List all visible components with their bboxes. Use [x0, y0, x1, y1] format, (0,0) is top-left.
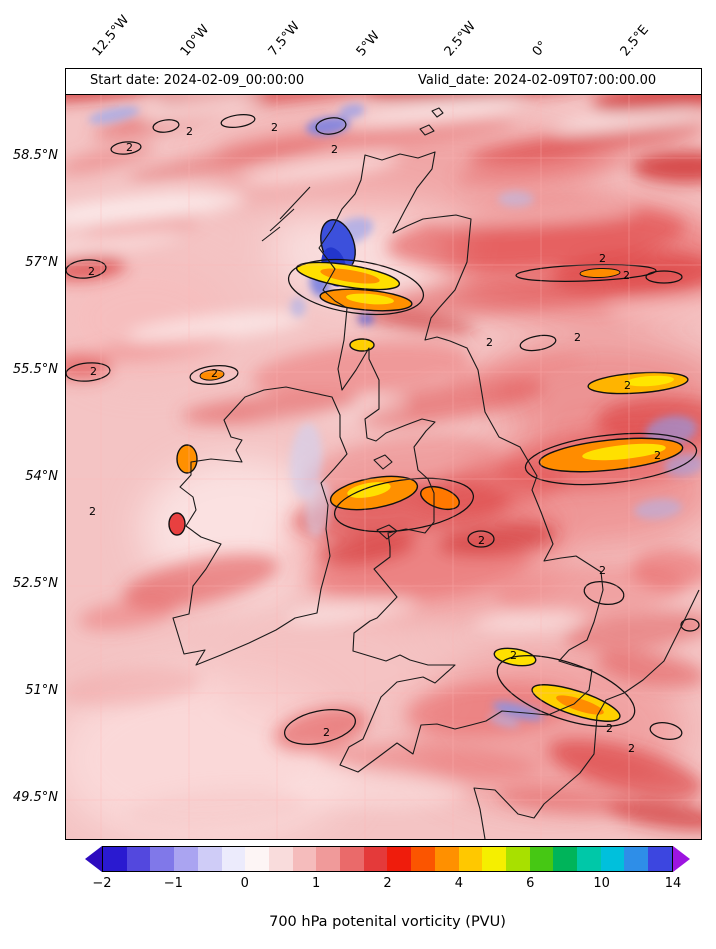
- map-plot-area: 2 2 2 2 2 2 2 2 2 2 2 2 2 2 2 2 2 2 2 2: [65, 68, 702, 840]
- colorbar-tick: 4: [454, 876, 464, 891]
- anglesey-coastline: [376, 524, 398, 540]
- colorbar-segment: [245, 847, 269, 871]
- colorbar-segment: [174, 847, 198, 871]
- negative-pv-patches: [88, 103, 701, 728]
- date-header-strip: Start date: 2024-02-09_00:00:00 Valid_da…: [66, 69, 701, 95]
- contour-label: 2: [331, 143, 338, 156]
- y-tick-label: 58.5°N: [12, 148, 58, 163]
- x-tick-label: 0°: [529, 38, 551, 60]
- y-tick-label: 51°N: [25, 683, 58, 698]
- colorbar-tick: 0: [240, 876, 249, 891]
- graticule: [66, 69, 701, 839]
- colorbar-segment: [103, 847, 127, 871]
- valid-date-text: Valid_date: 2024-02-09T07:00:00.00: [418, 73, 657, 88]
- colorbar-segments: [102, 846, 673, 872]
- colorbar-tick: 1: [311, 876, 321, 891]
- x-tick-label: 5°W: [353, 28, 383, 60]
- contour-label: 2: [89, 505, 96, 518]
- colorbar-segment: [316, 847, 341, 871]
- colorbar-segment: [482, 847, 506, 871]
- colorbar-segment: [624, 847, 649, 871]
- colorbar-segment: [553, 847, 578, 871]
- colorbar-segment: [221, 847, 246, 871]
- contour-label: 2: [623, 269, 630, 282]
- colorbar-segment: [340, 847, 364, 871]
- colorbar-segment: [648, 847, 672, 871]
- colorbar-segment: [292, 847, 317, 871]
- x-tick-label: 10°W: [177, 22, 213, 60]
- colorbar-tick: 2: [383, 876, 392, 891]
- x-tick-label: 7.5°W: [265, 19, 303, 60]
- colorbar-segment: [411, 847, 435, 871]
- contour-label: 2: [478, 534, 485, 547]
- contour-label: 2: [486, 336, 493, 349]
- isle-of-man-coastline: [373, 454, 393, 470]
- hebrides-coastline: [261, 186, 311, 242]
- colorbar-caption: 700 hPa potenital vorticity (PVU): [269, 914, 506, 930]
- x-tick-label: 2.5°E: [617, 22, 652, 60]
- y-tick-label: 57°N: [25, 255, 58, 270]
- colorbar-segment: [600, 847, 625, 871]
- contour-label: 2: [574, 331, 581, 344]
- colorbar-tick: 6: [526, 876, 535, 891]
- colorbar-tick: −1: [163, 876, 183, 891]
- contour-label: 2: [628, 742, 635, 755]
- contour-label: 2: [90, 365, 97, 378]
- coastlines: [172, 83, 700, 839]
- colorbar-right-arrow: [673, 846, 690, 872]
- colorbar-segment: [577, 847, 601, 871]
- contour-label: 2: [186, 125, 193, 138]
- pv-filaments: [66, 69, 701, 831]
- great-britain-coastline: [318, 151, 604, 773]
- colorbar: [85, 846, 690, 872]
- contour-label: 2: [599, 252, 606, 265]
- pv-field-map: 2 2 2 2 2 2 2 2 2 2 2 2 2 2 2 2 2 2 2 2: [66, 69, 701, 839]
- colorbar-segment: [458, 847, 483, 871]
- colorbar-tick: −2: [92, 876, 112, 891]
- y-tick-label: 55.5°N: [12, 362, 58, 377]
- colorbar-segment: [363, 847, 388, 871]
- colorbar-segment: [387, 847, 412, 871]
- contour-label: 2: [126, 141, 133, 154]
- colorbar-left-arrow: [85, 846, 102, 872]
- contour-label: 2: [211, 367, 218, 380]
- contour-label: 2: [323, 726, 330, 739]
- y-tick-label: 52.5°N: [12, 576, 58, 591]
- contour-label: 2: [271, 121, 278, 134]
- x-tick-label: 2.5°W: [441, 19, 479, 60]
- contour-label: 2: [88, 265, 95, 278]
- colorbar-segment: [529, 847, 554, 871]
- x-tick-label: 12.5°W: [89, 12, 133, 60]
- contour-labels: 2 2 2 2 2 2 2 2 2 2 2 2 2 2 2 2 2 2 2 2: [88, 121, 661, 755]
- colorbar-segment: [434, 847, 459, 871]
- colorbar-tick: 10: [593, 876, 610, 891]
- colorbar-tick-labels: −2 −1 0 1 2 4 6 10 14: [92, 876, 681, 894]
- colorbar-tick: 14: [664, 876, 682, 891]
- y-tick-label: 54°N: [25, 469, 58, 484]
- colorbar-segment: [150, 847, 175, 871]
- contour-label: 2: [599, 564, 606, 577]
- contour-label: 2: [624, 379, 631, 392]
- contour-label: 2: [510, 649, 517, 662]
- colorbar-segment: [505, 847, 530, 871]
- france-benelux-coastline: [473, 589, 700, 839]
- ireland-coastline: [172, 386, 348, 666]
- contour-label: 2: [654, 449, 661, 462]
- colorbar-segment: [126, 847, 151, 871]
- start-date-text: Start date: 2024-02-09_00:00:00: [90, 73, 305, 88]
- colorbar-segment: [197, 847, 222, 871]
- y-tick-label: 49.5°N: [12, 790, 58, 805]
- colorbar-segment: [268, 847, 293, 871]
- contour-label: 2: [606, 722, 613, 735]
